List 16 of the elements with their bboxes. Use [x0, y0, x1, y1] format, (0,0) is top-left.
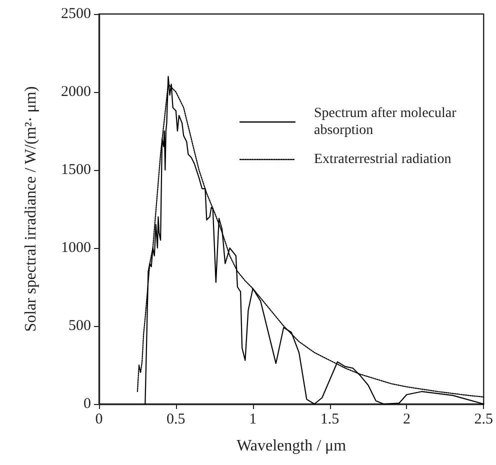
legend-label: Spectrum after molecular absorption	[314, 106, 460, 138]
x-tick-label: 2.5	[474, 412, 493, 428]
y-tick-label: 0	[84, 396, 91, 412]
x-tick-label: 1	[249, 412, 257, 428]
x-tick-label: 2	[402, 412, 410, 428]
y-tick-label: 2500	[61, 6, 91, 22]
x-tick-label: 0.5	[166, 412, 186, 428]
y-tick-label: 2000	[61, 84, 91, 100]
y-axis-title: Solar spectral irradiance / W/(m²· μm)	[22, 86, 40, 332]
y-tick-label: 1500	[61, 162, 91, 178]
x-tick-label: 0	[95, 412, 103, 428]
x-axis-title: Wavelength / μm	[236, 438, 347, 454]
y-tick-label: 500	[68, 318, 91, 334]
y-tick-label: 1000	[61, 240, 91, 256]
x-tick-label: 1.5	[320, 412, 340, 428]
legend-label: Extraterrestrial radiation	[314, 152, 452, 167]
